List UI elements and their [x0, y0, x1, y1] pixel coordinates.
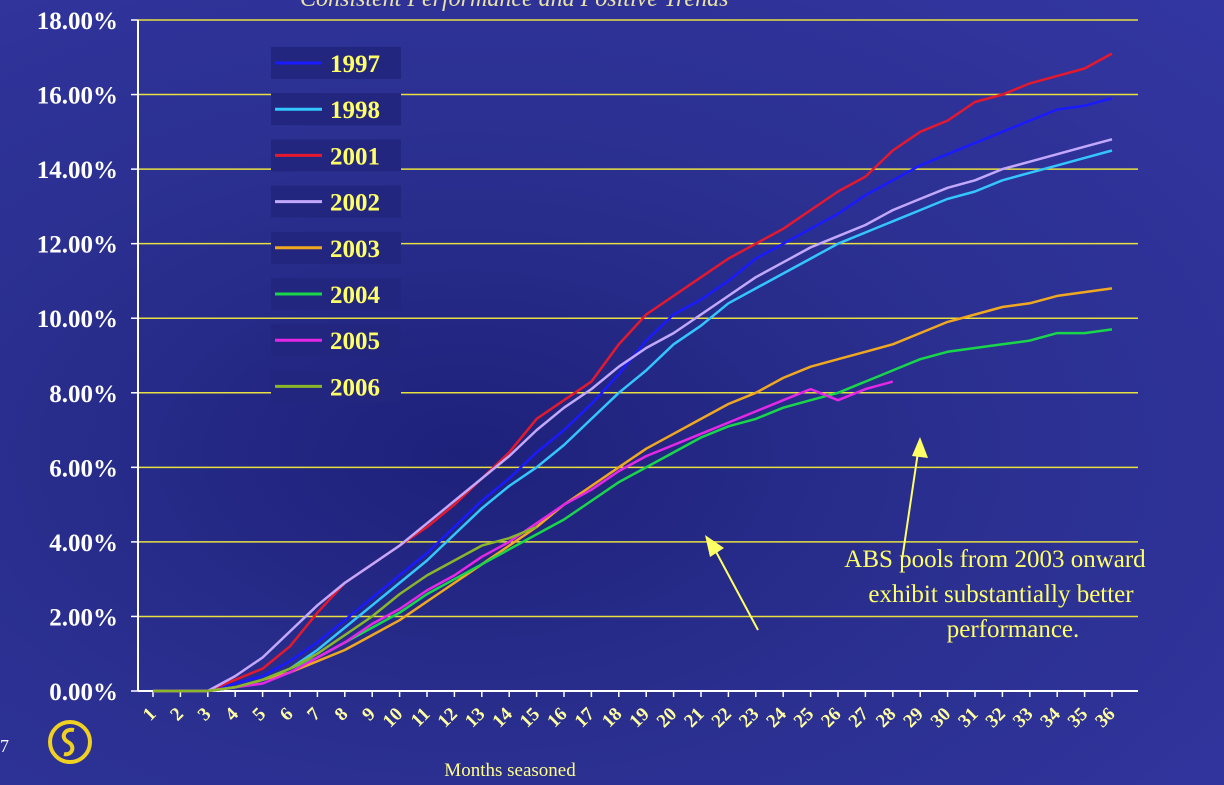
legend-label-2005: 2005: [330, 328, 380, 355]
y-tick-label: 18.00%: [37, 8, 118, 35]
y-tick-label: 6.00%: [49, 455, 118, 482]
x-tick-label: 29: [899, 704, 927, 732]
series-line-2002: [153, 138, 1113, 693]
chart-title: Consistent Performance and Positive Tren…: [300, 0, 980, 13]
x-tick-label: 20: [653, 704, 681, 732]
y-tick-label: 2.00%: [49, 604, 118, 631]
annotation-text: ABS pools from 2003 onward exhibit subst…: [770, 542, 1220, 647]
x-tick-label: 31: [954, 704, 982, 732]
x-tick-label: 18: [598, 704, 626, 732]
x-tick-label: 35: [1064, 704, 1092, 732]
x-tick-label: 30: [927, 704, 955, 732]
x-tick-label: 23: [735, 704, 763, 732]
y-tick-label: 12.00%: [37, 232, 118, 259]
x-tick-label: 2: [166, 704, 188, 726]
x-tick-label: 28: [872, 704, 900, 732]
series-lines: [153, 52, 1113, 693]
series-line-2001: [153, 52, 1113, 693]
x-tick-label: 11: [407, 704, 435, 732]
legend-label-1998: 1998: [330, 97, 380, 124]
x-tick-label: 27: [845, 703, 874, 732]
x-tick-label: 33: [1009, 704, 1037, 732]
y-axis-ticks: 0.00% 2.00% 4.00% 6.00% 8.00% 10.00% 12.00% 14.…: [37, 8, 138, 706]
x-tick-label: 17: [571, 703, 600, 732]
legend-label-2006: 2006: [330, 374, 380, 401]
x-tick-label: 6: [276, 704, 298, 726]
y-tick-label: 14.00%: [37, 157, 118, 184]
annotation-line-3: performance.: [946, 616, 1080, 643]
y-tick-label: 16.00%: [37, 83, 118, 110]
page-number: 7: [0, 736, 9, 756]
x-tick-label: 16: [543, 704, 571, 732]
arrow-head-right: [912, 437, 928, 458]
x-tick-label: 36: [1091, 704, 1119, 732]
legend-label-2001: 2001: [330, 143, 380, 170]
annotation-line-2: exhibit substantially better: [868, 581, 1134, 608]
x-tick-label: 13: [461, 704, 489, 732]
x-tick-label: 15: [516, 704, 544, 732]
series-line-1998: [153, 149, 1113, 693]
legend-label-2003: 2003: [330, 236, 380, 263]
series-line-2003: [153, 287, 1113, 693]
legend: 1997 1998 2001 2002 2003 2004 2005 2006: [271, 47, 401, 403]
x-tick-label: 7: [303, 703, 325, 725]
axes: [137, 20, 1138, 692]
x-tick-label: 12: [434, 704, 462, 732]
x-tick-label: 19: [625, 704, 653, 732]
annotation-arrows: [705, 437, 928, 631]
annotation-line-1: ABS pools from 2003 onward: [844, 546, 1146, 573]
arrow-shaft-right: [901, 451, 919, 561]
x-axis-label: Months seasoned: [444, 760, 576, 781]
y-tick-label: 8.00%: [49, 381, 118, 408]
x-tick-label: 22: [708, 704, 736, 732]
y-tick-label: 10.00%: [37, 306, 118, 333]
x-tick-label: 32: [982, 704, 1010, 732]
x-tick-label: 4: [221, 703, 243, 725]
x-tick-label: 10: [379, 704, 407, 732]
series-line-2006: [153, 525, 538, 693]
x-tick-label: 24: [762, 703, 791, 732]
x-tick-label: 26: [817, 704, 845, 732]
x-tick-label: 9: [358, 704, 380, 726]
legend-label-2004: 2004: [330, 282, 381, 309]
x-tick-label: 8: [331, 704, 353, 726]
grid-lines: [138, 19, 1138, 618]
x-tick-label: 3: [194, 704, 216, 726]
x-tick-label: 1: [139, 704, 161, 726]
x-tick-label: 34: [1036, 703, 1065, 732]
y-tick-label: 4.00%: [49, 530, 118, 557]
x-tick-label: 5: [249, 704, 271, 726]
company-logo-icon: [48, 720, 92, 764]
legend-label-1997: 1997: [330, 51, 380, 78]
arrow-shaft-left: [713, 547, 759, 631]
x-tick-label: 21: [680, 704, 708, 732]
legend-label-2002: 2002: [330, 190, 380, 217]
x-tick-label: 14: [488, 703, 517, 732]
arrow-head-left: [705, 535, 724, 557]
x-axis-ticks: 1 2 3 4 5 6 7 8 9 10 11 12 13 14 15 16 17 18 19 20 21 22 23 24 2…: [139, 691, 1120, 732]
x-tick-label: 25: [790, 704, 818, 732]
y-tick-label: 0.00%: [49, 679, 118, 706]
